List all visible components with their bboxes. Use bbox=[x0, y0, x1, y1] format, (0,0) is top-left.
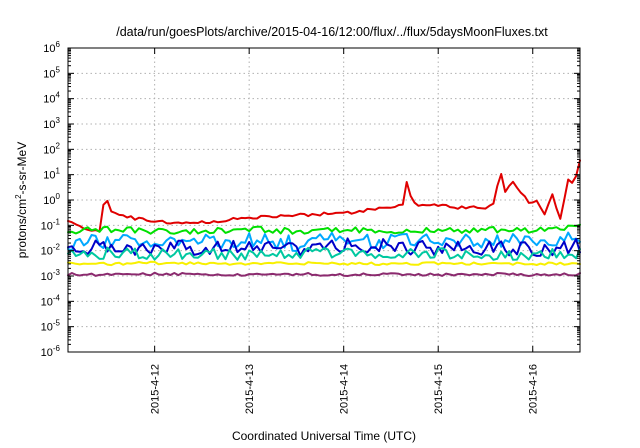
y-tick-label: 100 bbox=[43, 192, 60, 207]
y-axis-label-pre: protons/cm bbox=[15, 199, 29, 258]
y-tick-label: 105 bbox=[43, 65, 60, 80]
y-tick-label: 106 bbox=[43, 40, 60, 55]
series-group bbox=[67, 159, 581, 277]
grid bbox=[68, 48, 580, 352]
x-tick-label: 2015-4-13 bbox=[244, 364, 256, 414]
series-line-2 bbox=[67, 223, 581, 235]
y-tick-label: 10-1 bbox=[41, 217, 61, 232]
series-line-6 bbox=[67, 260, 581, 267]
y-axis-label-sup: 2 bbox=[14, 194, 23, 199]
y-tick-label: 10-5 bbox=[41, 319, 61, 334]
y-tick-label: 104 bbox=[43, 91, 60, 106]
x-axis-label: Coordinated Universal Time (UTC) bbox=[232, 429, 416, 443]
x-tick-label: 2015-4-12 bbox=[150, 364, 162, 414]
series-line-5 bbox=[67, 246, 581, 261]
axes: 10-6 10-5 10-4 10-3 10-2 10-1 100 101 102 103 104 1… bbox=[41, 40, 580, 414]
x-tick-label: 2015-4-16 bbox=[528, 364, 540, 414]
x-tick-label: 2015-4-15 bbox=[433, 364, 445, 414]
y-tick-label: 101 bbox=[43, 167, 60, 182]
series-line-1 bbox=[67, 159, 581, 233]
series-line-7 bbox=[67, 271, 581, 277]
y-tick-label: 102 bbox=[43, 141, 60, 156]
plot-frame bbox=[67, 47, 581, 353]
y-tick-label: 10-6 bbox=[41, 344, 61, 359]
y-tick-label: 10-4 bbox=[41, 293, 61, 308]
y-axis-label-post: -s-sr-MeV bbox=[15, 142, 29, 195]
y-tick-label: 10-3 bbox=[41, 268, 61, 283]
y-axis-label: protons/cm2-s-sr-MeV bbox=[14, 142, 29, 258]
y-tick-label: 10-2 bbox=[41, 243, 61, 258]
series-line-3 bbox=[67, 231, 581, 252]
chart-title: /data/run/goesPlots/archive/2015-04-16/1… bbox=[116, 25, 548, 39]
y-tick-label: 103 bbox=[43, 116, 60, 131]
x-tick-label: 2015-4-14 bbox=[339, 364, 351, 414]
